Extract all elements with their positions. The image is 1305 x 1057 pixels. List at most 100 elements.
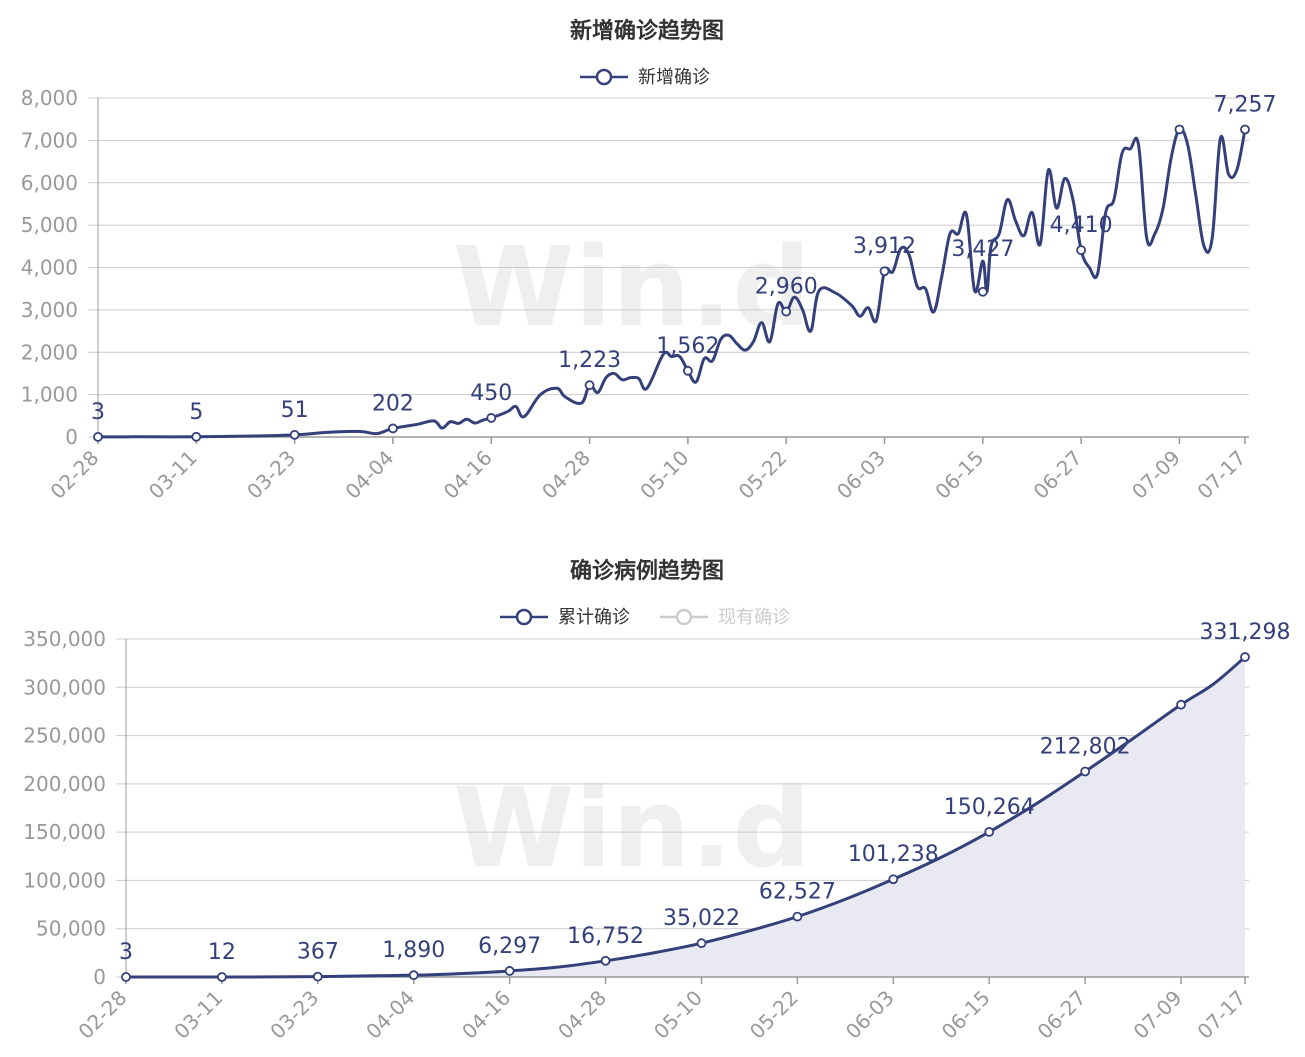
data-point-marker[interactable]: [1080, 766, 1091, 777]
data-label: 1,890: [382, 938, 445, 963]
new-cases-chart: Win.d 新增确诊趋势图 新增确诊 0 1,000 2,000 3,000 4,000…: [21, 18, 1277, 504]
y-tick-label: 5,000: [21, 213, 78, 237]
chart1-series: [93, 124, 1250, 442]
data-point-marker[interactable]: [408, 970, 419, 981]
data-label: 3,912: [853, 234, 916, 259]
x-tick-label: 02-28: [73, 986, 131, 1044]
data-label: 1,562: [656, 334, 719, 359]
data-point-marker[interactable]: [1240, 124, 1250, 135]
x-tick-label: 05-10: [635, 446, 693, 504]
y-tick-label: 0: [93, 965, 106, 989]
data-label: 150,264: [944, 795, 1035, 820]
data-point-marker[interactable]: [486, 413, 497, 423]
data-point-marker[interactable]: [600, 955, 611, 966]
watermark: Win.d: [453, 223, 811, 351]
y-tick-label: 350,000: [23, 627, 106, 651]
series-area-fill: [126, 657, 1245, 978]
y-tick-label: 4,000: [21, 256, 78, 280]
legend-label-new-cases[interactable]: 新增确诊: [638, 67, 710, 88]
data-point-marker[interactable]: [984, 826, 995, 837]
chart2-title: 确诊病例趋势图: [570, 558, 724, 584]
data-label: 7,257: [1214, 92, 1277, 117]
x-tick-label: 05-10: [649, 986, 707, 1044]
data-label: 6,297: [478, 934, 541, 959]
legend-marker-circle-icon: [515, 608, 533, 626]
legend-marker-circle-icon-inactive: [675, 608, 693, 626]
y-tick-label: 300,000: [23, 675, 106, 699]
chart1-title: 新增确诊趋势图: [570, 18, 724, 44]
data-point-marker[interactable]: [1076, 245, 1087, 256]
y-tick-label: 7,000: [21, 128, 78, 152]
data-label: 3,427: [951, 237, 1014, 262]
x-tick-label: 05-22: [745, 986, 803, 1044]
data-label: 101,238: [848, 842, 939, 867]
data-point-marker[interactable]: [191, 431, 202, 442]
data-label: 2,960: [755, 275, 818, 300]
data-point-marker[interactable]: [584, 380, 595, 391]
y-tick-label: 250,000: [23, 724, 106, 748]
data-point-marker[interactable]: [121, 972, 131, 982]
x-tick-label: 06-15: [930, 446, 988, 504]
x-tick-label: 06-03: [832, 446, 890, 504]
x-tick-label: 03-23: [265, 986, 323, 1044]
y-tick-label: 8,000: [21, 86, 78, 110]
x-tick-label: 04-28: [537, 446, 595, 504]
data-label: 202: [372, 391, 414, 416]
data-label: 4,410: [1050, 213, 1113, 238]
data-point-marker[interactable]: [888, 874, 899, 885]
y-tick-label: 200,000: [23, 772, 106, 796]
data-point-marker[interactable]: [781, 306, 792, 317]
y-tick-label: 6,000: [21, 171, 78, 195]
x-tick-label: 07-09: [1129, 986, 1187, 1044]
y-tick-label: 3,000: [21, 298, 78, 322]
data-point-marker[interactable]: [312, 971, 323, 982]
data-label: 450: [470, 381, 512, 406]
chart1-legend[interactable]: 新增确诊: [580, 67, 710, 88]
data-label: 3: [91, 400, 105, 425]
data-point-marker[interactable]: [289, 429, 300, 440]
data-point-marker[interactable]: [696, 938, 707, 949]
y-tick-label: 0: [65, 425, 78, 449]
chart1-data-labels: 3 5 51 202 450 1,223 1,562 2,960 3,912 3,427 4,410…: [91, 92, 1276, 424]
data-point-marker[interactable]: [504, 966, 515, 976]
data-label: 12: [208, 940, 236, 965]
data-label: 16,752: [567, 924, 644, 949]
x-tick-label: 04-04: [340, 446, 398, 504]
data-label: 331,298: [1200, 620, 1291, 645]
data-point-marker[interactable]: [1176, 699, 1186, 710]
legend-label-current[interactable]: 现有确诊: [718, 607, 790, 628]
y-tick-label: 1,000: [21, 383, 78, 407]
data-label: 5: [189, 400, 203, 425]
cumulative-cases-chart: Win.d 确诊病例趋势图 累计确诊 现有确诊 0 50,000 100,000 15…: [23, 558, 1290, 1044]
chart1-x-axis: 02-28 03-11 03-23 04-04 04-16 04-28 05-10 05-22…: [45, 436, 1251, 504]
data-point-marker[interactable]: [879, 266, 890, 277]
data-point-marker[interactable]: [388, 423, 398, 434]
x-tick-label: 04-04: [361, 986, 419, 1044]
chart2-legend[interactable]: 累计确诊 现有确诊: [500, 607, 790, 628]
x-tick-label: 06-27: [1029, 446, 1087, 504]
legend-marker-circle-icon: [595, 68, 613, 86]
data-point-marker[interactable]: [93, 431, 103, 442]
data-point-marker[interactable]: [792, 911, 803, 922]
data-point-marker[interactable]: [682, 365, 693, 376]
data-point-marker[interactable]: [217, 972, 227, 982]
x-tick-label: 04-16: [439, 446, 497, 504]
data-point-marker[interactable]: [1240, 652, 1250, 662]
data-point-marker[interactable]: [1174, 124, 1185, 135]
y-tick-label: 50,000: [36, 917, 106, 941]
data-label: 1,223: [558, 348, 621, 373]
chart2-series: [121, 652, 1250, 982]
x-tick-label: 07-17: [1192, 986, 1250, 1044]
y-tick-label: 150,000: [23, 820, 106, 844]
data-point-marker[interactable]: [977, 286, 988, 297]
legend-label-cumulative[interactable]: 累计确诊: [558, 607, 630, 628]
data-label: 62,527: [759, 880, 836, 905]
y-tick-label: 100,000: [23, 868, 106, 892]
chart2-y-axis: 0 50,000 100,000 150,000 200,000 250,000 300,0…: [23, 627, 127, 989]
data-label: 51: [281, 398, 309, 423]
x-tick-label: 03-23: [242, 446, 300, 504]
x-tick-label: 02-28: [45, 446, 103, 504]
watermark: Win.d: [453, 764, 811, 892]
x-tick-label: 06-27: [1033, 986, 1091, 1044]
